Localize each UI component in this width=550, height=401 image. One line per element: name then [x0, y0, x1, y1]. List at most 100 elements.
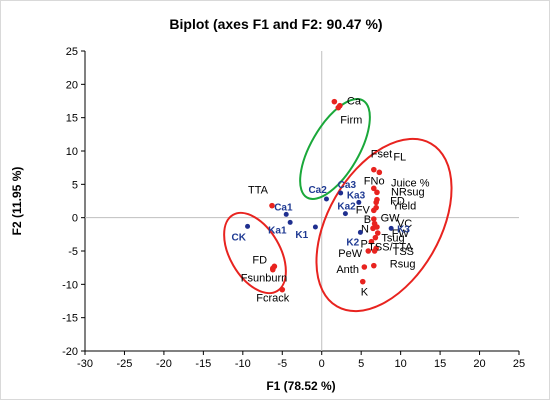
variable-label: TSS	[393, 246, 414, 258]
variable-point	[368, 238, 375, 245]
observation-label: Ca1	[274, 202, 293, 213]
y-tick-label: 10	[66, 146, 78, 158]
observation-point	[356, 199, 362, 205]
variable-point	[372, 234, 379, 241]
variable-point	[359, 278, 366, 285]
variable-label: P	[360, 239, 367, 251]
x-axis-title: F1 (78.52 %)	[266, 379, 335, 393]
ellipse-red-right-group	[315, 137, 453, 313]
variable-label: GW	[381, 213, 401, 225]
variable-point	[365, 248, 372, 254]
x-tick-label: -15	[195, 358, 211, 370]
variable-label: PeW	[338, 248, 362, 260]
x-tick-label: 5	[358, 358, 364, 370]
observation-label: K2	[346, 237, 359, 248]
variable-label: N	[361, 223, 369, 235]
y-tick-label: 5	[72, 179, 78, 191]
variable-point	[370, 225, 376, 232]
observation-label: Ca2	[308, 185, 327, 196]
observation-label: Ka2	[337, 202, 356, 213]
variable-label: Rsug	[390, 259, 416, 271]
observation-label: K3	[397, 224, 410, 235]
variable-label: K	[361, 287, 369, 299]
variable-point	[371, 248, 378, 254]
x-tick-label: 20	[473, 358, 485, 370]
observation-point	[283, 211, 289, 217]
y-tick-label: -5	[68, 246, 78, 258]
ellipse-red-left-group	[223, 211, 287, 295]
x-tick-label: -25	[117, 358, 133, 370]
y-axis-title: F2 (11.95 %)	[10, 167, 24, 236]
chart-title: Biplot (axes F1 and F2: 90.47 %)	[169, 16, 382, 32]
variable-point	[269, 202, 275, 209]
variable-label: Juice %	[391, 177, 430, 189]
observation-point	[342, 211, 348, 217]
observation-point	[323, 196, 329, 202]
variable-point	[371, 216, 377, 222]
observation-point	[338, 190, 344, 196]
ellipse-green-group	[299, 98, 371, 200]
axes-layer: -30 -25 -20 -15 -10 -5 0 5 10 15 20 25 -20 -15 -10 -5 0 5…	[62, 46, 525, 370]
ellipse-layer	[223, 98, 453, 313]
observation-point	[312, 224, 318, 230]
variable-label: Anth	[336, 264, 359, 276]
variable-point	[373, 199, 379, 206]
variable-point	[376, 169, 383, 176]
variable-point	[279, 286, 286, 293]
variable-point	[361, 264, 368, 270]
variable-label: VC	[397, 218, 412, 230]
variable-label: Ca	[347, 96, 362, 108]
x-tick-label: 0	[319, 358, 325, 370]
observation-point	[245, 223, 251, 229]
observation-point	[388, 225, 394, 231]
y-tick-label: 25	[66, 46, 78, 58]
y-tick-label: 0	[72, 213, 78, 225]
y-tick-label: 15	[66, 113, 78, 125]
variable-label: Firm	[340, 115, 362, 127]
observation-label: Ca3	[338, 180, 357, 191]
x-tick-label: -30	[77, 358, 93, 370]
observation-label: Ka1	[268, 225, 287, 236]
variable-point	[371, 262, 377, 269]
variable-point	[374, 230, 381, 236]
variable-label: Fsunburn	[241, 273, 287, 285]
variable-label: FW	[392, 228, 410, 240]
x-tick-label: -20	[156, 358, 172, 370]
variable-point	[374, 189, 380, 196]
variable-label: FL	[393, 151, 406, 163]
x-tick-label: 15	[434, 358, 446, 370]
variable-label: Fcrack	[256, 293, 290, 305]
y-tick-label: -10	[62, 279, 78, 291]
variable-label: Tsug	[381, 233, 404, 245]
variable-point	[331, 98, 338, 105]
x-tick-label: 25	[513, 358, 525, 370]
variable-label: Fset	[371, 149, 392, 161]
observation-point	[357, 229, 363, 235]
variable-point	[270, 266, 276, 273]
observation-label: K1	[295, 230, 308, 241]
variable-label: NRsug	[391, 187, 425, 199]
y-tick-label: -15	[62, 313, 78, 325]
variable-label: FV	[356, 204, 371, 216]
variable-label: TSS/TTA	[368, 241, 413, 253]
variable-point	[371, 166, 377, 173]
x-tick-label: -10	[235, 358, 251, 370]
observation-label: CK	[232, 232, 247, 243]
variable-label: FD	[390, 195, 405, 207]
variable-point	[371, 185, 377, 192]
variable-label: FNo	[364, 175, 385, 187]
variable-label: B	[364, 214, 371, 226]
variable-label: Yield	[392, 201, 416, 213]
variable-point	[335, 104, 342, 111]
y-tick-label: -20	[62, 346, 78, 358]
x-tick-label: -5	[277, 358, 287, 370]
variable-point	[371, 207, 377, 214]
observation-point	[287, 219, 293, 225]
y-tick-label: 20	[66, 79, 78, 91]
variable-label: FD	[252, 254, 267, 266]
x-tick-label: 10	[395, 358, 407, 370]
observation-label: Ka3	[347, 190, 366, 201]
